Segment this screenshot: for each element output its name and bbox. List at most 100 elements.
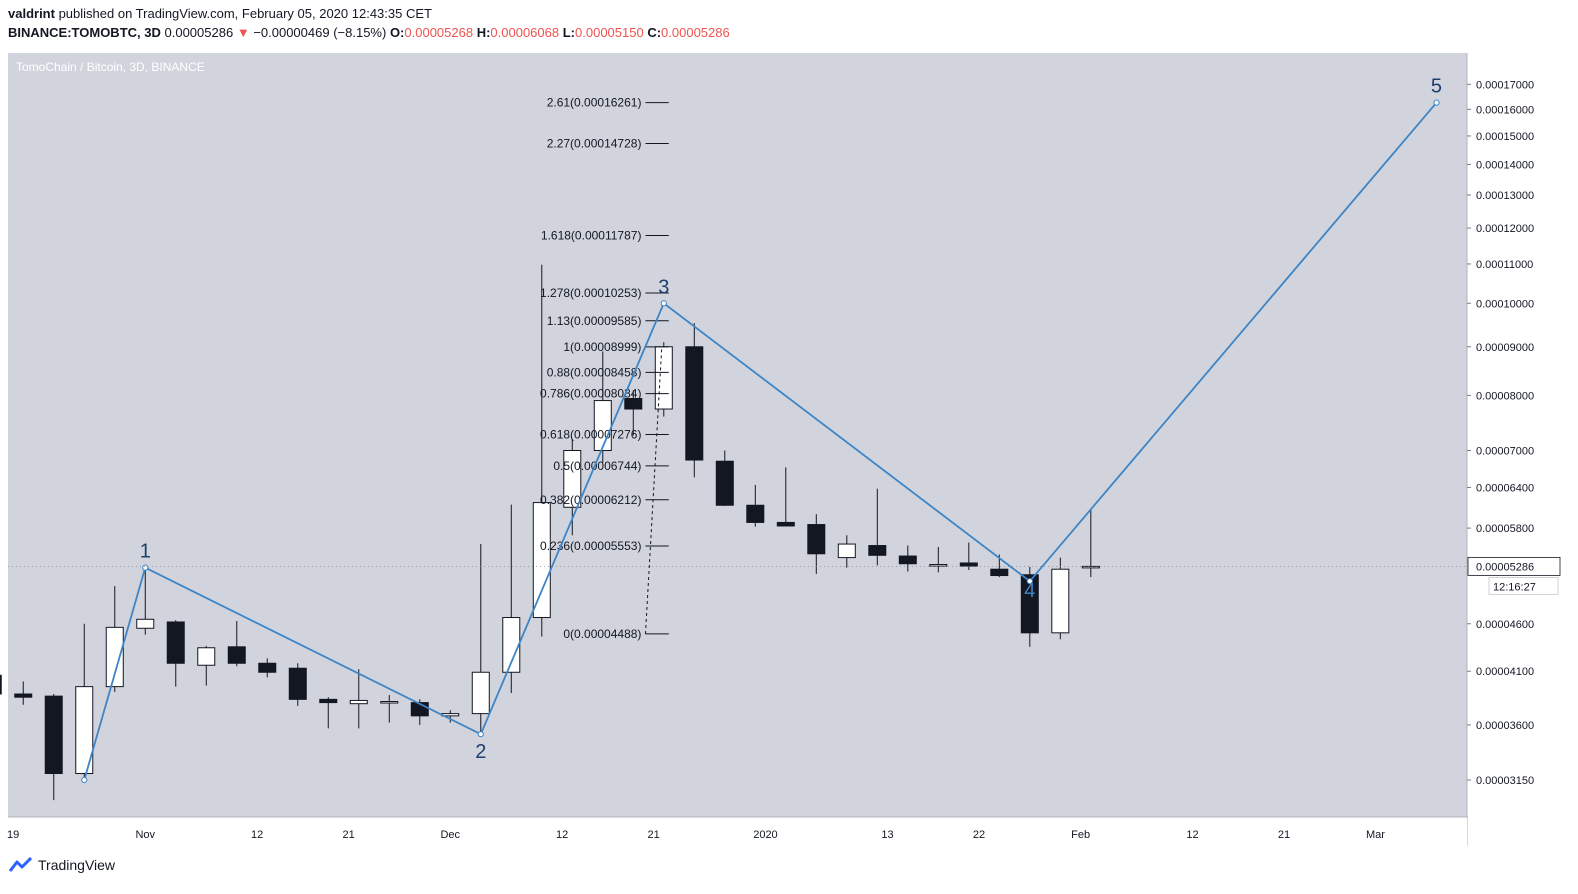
last-price: 0.00005286 — [164, 25, 234, 40]
close-value: 0.00005286 — [661, 25, 730, 40]
fib-level-label: 0(0.00004488) — [563, 627, 641, 641]
bull-candle[interactable] — [136, 618, 155, 629]
x-tick-label: 22 — [973, 829, 985, 841]
bear-candle[interactable] — [959, 562, 978, 567]
fib-level-label: 0.236(0.00005553) — [540, 539, 641, 553]
bear-candle[interactable] — [715, 460, 734, 506]
fib-level-label: 2.61(0.00016261) — [547, 96, 642, 110]
price-change: −0.00000469 (−8.15%) — [253, 25, 387, 40]
fib-level-label: 0.88(0.00008458) — [547, 365, 642, 379]
last-price-label: 0.00005286 — [1476, 561, 1534, 573]
fib-level-label: 1.618(0.00011787) — [541, 228, 642, 242]
x-tick-label: Nov — [135, 829, 155, 841]
bull-candle[interactable] — [1051, 568, 1070, 634]
x-tick-label: 12 — [251, 829, 263, 841]
bear-candle[interactable] — [0, 674, 2, 695]
y-tick-label: 0.00005800 — [1476, 523, 1534, 535]
bull-candle[interactable] — [1081, 565, 1100, 569]
author[interactable]: valdrint — [8, 6, 55, 21]
y-tick-label: 0.00017000 — [1476, 79, 1534, 91]
wave-label: 4 — [1024, 580, 1035, 602]
y-tick-label: 0.00007000 — [1476, 445, 1534, 457]
wave-point[interactable] — [1433, 99, 1440, 106]
bear-candle[interactable] — [807, 524, 826, 555]
bull-candle[interactable] — [471, 671, 490, 715]
wave-point[interactable] — [1026, 578, 1033, 585]
x-tick-label: 2020 — [753, 829, 777, 841]
bull-candle[interactable] — [563, 449, 582, 508]
bear-candle[interactable] — [776, 521, 795, 527]
bear-candle[interactable] — [258, 662, 277, 673]
y-tick-label: 0.00014000 — [1476, 159, 1534, 171]
x-tick-label: Mar — [1366, 829, 1385, 841]
low-label: L: — [562, 25, 576, 40]
high-value: 0.00006068 — [490, 25, 560, 40]
fib-level-label: 1(0.00008999) — [563, 340, 641, 354]
bear-candle[interactable] — [227, 646, 246, 664]
bull-candle[interactable] — [75, 686, 94, 775]
countdown-tag — [1488, 577, 1559, 595]
open-label: O: — [389, 25, 405, 40]
elliott-wave-path[interactable] — [83, 102, 1438, 781]
bear-candle[interactable] — [1020, 574, 1039, 634]
x-tick-label: 13 — [881, 829, 893, 841]
wave-point[interactable] — [142, 564, 149, 571]
bull-candle[interactable] — [837, 543, 856, 559]
last-price-tag[interactable] — [1467, 556, 1561, 576]
bull-candle[interactable] — [532, 502, 551, 619]
y-tick-label: 0.00003600 — [1476, 720, 1534, 732]
bull-candle[interactable] — [593, 400, 612, 451]
wave-label: 2 — [475, 741, 486, 763]
bear-candle[interactable] — [990, 568, 1009, 577]
y-tick-label: 0.00012000 — [1476, 223, 1534, 235]
bull-candle[interactable] — [105, 626, 124, 688]
x-tick-label: Dec — [440, 829, 460, 841]
bull-candle[interactable] — [502, 617, 521, 673]
y-tick-label: 0.00003150 — [1476, 775, 1534, 787]
price-axis[interactable] — [1468, 53, 1560, 846]
symbol-label: BINANCE:TOMOBTC, 3D — [8, 25, 161, 40]
x-tick-label: 12 — [1186, 829, 1198, 841]
chart-pane[interactable] — [8, 53, 1467, 817]
bear-candle[interactable] — [319, 698, 338, 704]
bear-candle[interactable] — [288, 667, 307, 700]
wave-label: 1 — [140, 541, 151, 563]
down-arrow-icon: ▼ — [236, 25, 250, 40]
y-tick-label: 0.00008000 — [1476, 390, 1534, 402]
x-tick-label: 21 — [647, 829, 659, 841]
bull-candle[interactable] — [929, 564, 948, 567]
bull-candle[interactable] — [380, 701, 399, 704]
x-tick-label: 21 — [342, 829, 354, 841]
x-tick-label: 12 — [556, 829, 568, 841]
bear-candle[interactable] — [868, 545, 887, 556]
bear-candle[interactable] — [44, 695, 63, 775]
wave-point[interactable] — [81, 776, 88, 784]
bull-candle[interactable] — [654, 346, 673, 410]
time-axis[interactable] — [8, 818, 1467, 846]
tradingview-logo-icon — [8, 857, 32, 872]
y-tick-label: 0.00011000 — [1476, 259, 1533, 271]
wave-label: 3 — [658, 276, 669, 298]
bear-candle[interactable] — [166, 621, 185, 664]
bull-candle[interactable] — [349, 699, 368, 705]
low-value: 0.00005150 — [575, 25, 644, 40]
symbol-info: BINANCE:TOMOBTC, 3D 0.00005286 ▼ −0.0000… — [8, 25, 730, 40]
bear-candle[interactable] — [898, 555, 917, 565]
x-tick-label: Feb — [1071, 829, 1090, 841]
y-tick-label: 0.00004100 — [1476, 666, 1534, 678]
tradingview-logo[interactable]: TradingView — [8, 857, 115, 873]
fib-level-label: 0.382(0.00006212) — [540, 493, 641, 507]
publish-info: valdrint published on TradingView.com, F… — [8, 6, 432, 21]
y-tick-label: 0.00015000 — [1476, 131, 1534, 143]
bear-candle[interactable] — [624, 397, 643, 410]
wave-point[interactable] — [660, 300, 667, 307]
wave-point[interactable] — [477, 731, 484, 738]
bull-candle[interactable] — [197, 647, 216, 666]
y-tick-label: 0.00006400 — [1476, 482, 1534, 494]
tradingview-brand: TradingView — [38, 857, 116, 873]
bear-candle[interactable] — [14, 693, 33, 698]
bear-candle[interactable] — [746, 504, 765, 523]
bear-candle[interactable] — [685, 346, 704, 461]
countdown-label: 12:16:27 — [1493, 581, 1536, 593]
